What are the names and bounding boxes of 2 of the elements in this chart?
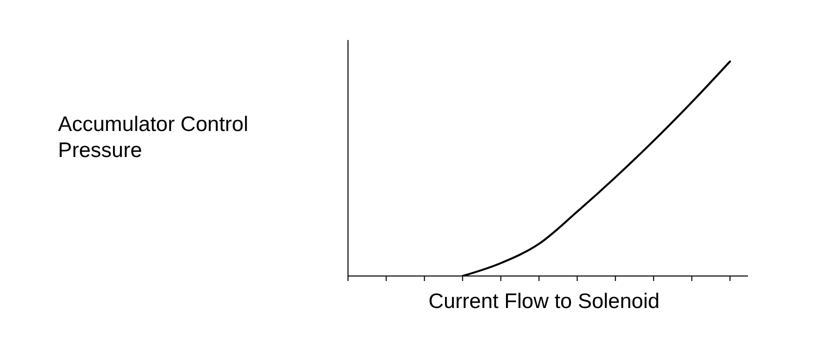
x-axis-title: Current Flow to Solenoid [427,290,661,314]
y-axis-title: Accumulator Control Pressure [58,112,250,164]
